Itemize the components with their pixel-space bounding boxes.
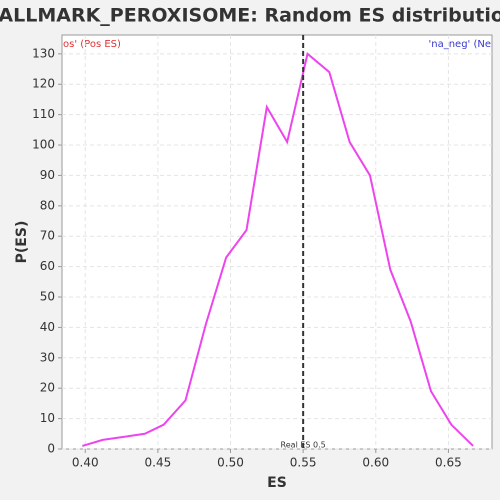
y-tick-label: 40: [40, 320, 55, 334]
y-tick-label: 10: [40, 411, 55, 425]
y-tick-label: 20: [40, 381, 55, 395]
x-tick-label: 0.45: [145, 456, 172, 470]
x-axis-label: ES: [267, 475, 287, 491]
y-tick-label: 70: [40, 229, 55, 243]
y-tick-label: 30: [40, 350, 55, 364]
real-es-label: Real ES 0.5: [281, 441, 326, 450]
y-tick-label: 60: [40, 259, 55, 273]
y-tick-label: 50: [40, 290, 55, 304]
x-tick-label: 0.60: [362, 456, 389, 470]
x-tick-label: 0.40: [72, 456, 99, 470]
y-tick-label: 130: [32, 46, 55, 60]
y-axis-label: P(ES): [14, 221, 30, 264]
y-tick-label: 120: [32, 77, 55, 91]
y-tick-label: 110: [32, 107, 55, 121]
y-tick-label: 100: [32, 138, 55, 152]
y-tick-label: 0: [47, 442, 55, 456]
legend-right: 'na_neg' (Ne: [428, 39, 491, 50]
plot-area: [61, 34, 493, 450]
line-series: [82, 52, 474, 447]
y-tick-label: 90: [40, 168, 55, 182]
x-tick-label: 0.55: [290, 456, 317, 470]
x-tick-label: 0.50: [217, 456, 244, 470]
chart-title: HALLMARK_PEROXISOME: Random ES distribut…: [0, 5, 500, 27]
x-tick-label: 0.65: [435, 456, 462, 470]
y-tick-label: 80: [40, 198, 55, 212]
legend-left: os' (Pos ES): [63, 39, 121, 50]
